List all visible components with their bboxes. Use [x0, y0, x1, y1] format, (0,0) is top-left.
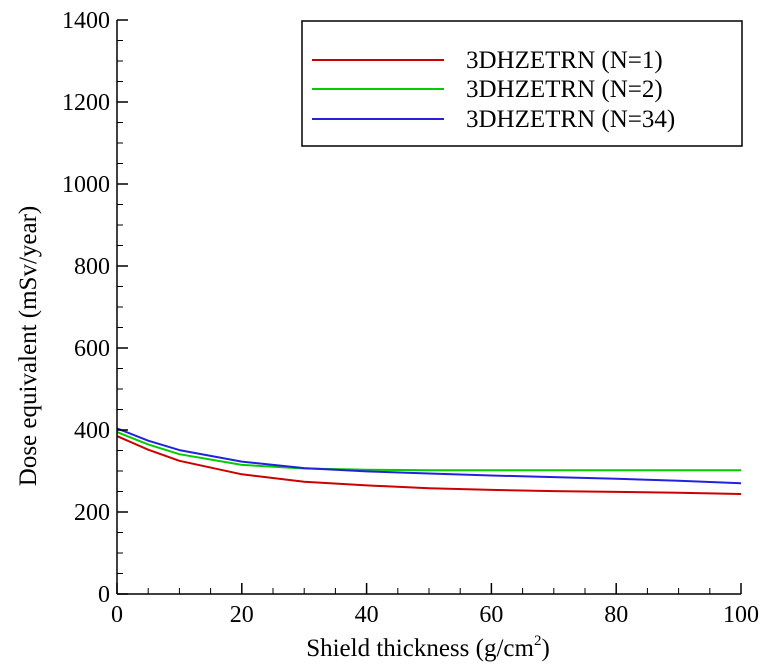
x-tick-label: 0 [111, 602, 123, 628]
series-line-3 [116, 427, 742, 485]
y-tick-label: 1000 [62, 172, 110, 198]
ticks-layer: 0 200 400 600 800 1000 1200 1400 0 20 40 60 80 100 [62, 8, 759, 628]
y-tick-label: 800 [74, 254, 110, 280]
x-tick-label: 60 [479, 602, 503, 628]
x-axis-title: Shield thickness (g/cm2) [306, 633, 550, 662]
legend-label-n34: 3DHZETRN (N=34) [466, 106, 675, 133]
y-tick-label: 200 [74, 500, 110, 526]
x-tick-label: 40 [355, 602, 379, 628]
y-tick-label: 600 [74, 336, 110, 362]
series-line-1 [116, 435, 742, 495]
x-tick-label: 80 [604, 602, 628, 628]
legend-label-n2: 3DHZETRN (N=2) [466, 76, 663, 103]
y-axis-title: Dose equivalent (mSv/year) [15, 206, 42, 486]
legend-label-n1: 3DHZETRN (N=1) [466, 47, 663, 74]
x-tick-label: 20 [230, 602, 254, 628]
x-tick-label: 100 [723, 602, 759, 628]
x-axis-title-end: ) [541, 635, 549, 662]
y-tick-label: 1400 [62, 8, 110, 34]
y-tick-label: 400 [74, 418, 110, 444]
x-axis-title-main: Shield thickness (g/cm [306, 635, 534, 662]
y-tick-label: 1200 [62, 90, 110, 116]
legend-box [301, 20, 743, 147]
x-axis-title-superscript: 2 [534, 633, 542, 649]
series-line-2 [116, 431, 741, 472]
legend: 3DHZETRN (N=1) 3DHZETRN (N=2) 3DHZETRN (… [301, 20, 743, 147]
series-layer [116, 427, 742, 495]
y-tick-label: 0 [98, 582, 110, 608]
